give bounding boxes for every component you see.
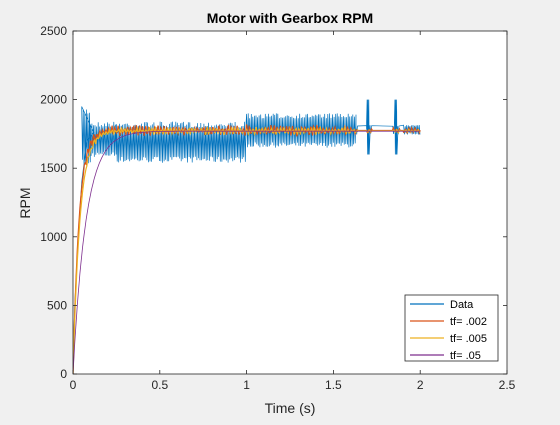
y-tick-label: 2000: [40, 93, 67, 107]
series-tf-05-line: [73, 130, 421, 374]
y-tick-label: 1500: [40, 161, 67, 175]
x-tick-label: 0.5: [151, 378, 168, 392]
x-tick-label: 1: [243, 378, 250, 392]
y-axis-label: RPM: [17, 187, 33, 218]
legend-label: tf= .005: [450, 333, 487, 345]
series-data-spike: [393, 99, 399, 155]
y-tick-label: 0: [60, 367, 67, 381]
legend-label: tf= .05: [450, 350, 481, 362]
x-tick-label: 2: [417, 378, 424, 392]
series-layer: [73, 99, 421, 374]
series-data-line: [73, 106, 421, 374]
x-tick-label: 0: [70, 378, 77, 392]
legend-box: [404, 294, 499, 362]
y-tick-label: 2500: [40, 24, 67, 38]
legend-label: Data: [450, 299, 474, 311]
series-data-spike: [366, 99, 371, 155]
x-axis-label: Time (s): [265, 400, 316, 416]
y-tick-label: 1000: [40, 230, 67, 244]
x-tick-label: 2.5: [499, 378, 516, 392]
plot-frame: [72, 30, 508, 375]
x-tick-label: 1.5: [325, 378, 342, 392]
legend: Data tf= .002 tf= .005 tf= .05: [404, 294, 499, 362]
chart-title: Motor with Gearbox RPM: [207, 10, 373, 26]
ticks-layer: 0 0.5 1 1.5 2 2.5 0 500 1000 1500 2000 2500: [40, 24, 515, 392]
y-tick-label: 500: [47, 298, 67, 312]
legend-label: tf= .002: [450, 316, 487, 328]
